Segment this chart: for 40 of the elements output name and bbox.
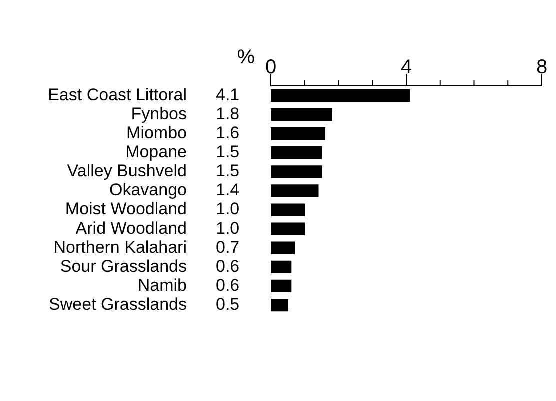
bar [271,222,306,236]
y-tick-label: East Coast Littoral [48,85,187,104]
x-tick-label: 8 [536,56,548,79]
y-tick-label: Namib [138,276,187,295]
bar [271,204,306,216]
x-tick-label: 0 [265,56,277,79]
bar [271,280,292,293]
data-label: 1.4 [216,180,240,200]
bar [271,242,296,254]
bar [271,108,332,122]
data-label: 0.7 [216,238,240,257]
y-tick-label: Sour Grasslands [60,256,187,276]
data-label: 1.5 [216,142,240,162]
y-tick-label: Sweet Grasslands [49,294,187,314]
bar [271,298,288,312]
data-label: 4.1 [216,85,240,104]
bar [271,166,322,178]
y-tick-label: Mopane [126,142,187,162]
bar [271,260,292,274]
data-label: 1.0 [216,218,240,238]
bar [271,146,322,160]
bar [271,184,319,198]
data-label: 1.6 [216,124,240,143]
y-tick-label: Okavango [110,180,187,200]
data-label: 0.6 [216,256,240,276]
data-label: 1.8 [216,104,240,124]
y-tick-label: Miombo [126,124,187,143]
y-tick-label: Arid Woodland [76,218,187,238]
y-tick-label: Fynbos [131,104,187,124]
y-tick-label: Northern Kalahari [54,238,187,257]
data-label: 0.6 [216,276,240,295]
y-tick-label: Moist Woodland [65,200,187,219]
bar [271,127,326,140]
y-tick-label: Valley Bushveld [67,162,187,181]
data-label: 1.5 [216,162,240,181]
data-label: 0.5 [216,294,240,314]
x-axis-title: % [237,46,256,69]
bar [271,89,410,102]
data-label: 1.0 [216,200,240,219]
x-tick-label: 4 [400,56,412,79]
